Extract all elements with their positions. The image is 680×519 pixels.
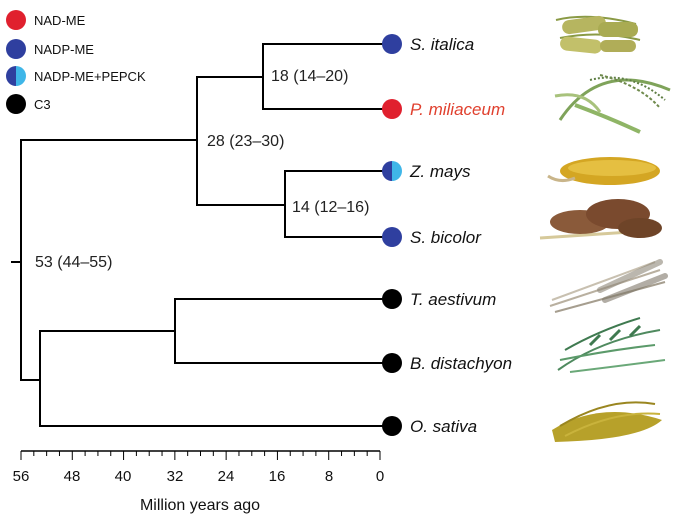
black-dot-icon (382, 416, 402, 436)
axis-tick-labels: 56 48 40 32 24 16 8 0 (13, 468, 385, 485)
legend-item-nadp-me: NADP-ME (6, 39, 94, 59)
half-blue-dot-icon (382, 161, 402, 181)
tick-label-24: 24 (218, 468, 235, 485)
axis-title: Million years ago (140, 497, 260, 514)
taxon-label-s-bicolor: S. bicolor (410, 228, 482, 247)
divergence-label-18: 18 (14–20) (271, 68, 348, 85)
axis-ticks (20, 451, 381, 460)
corn-cob-image (547, 157, 660, 185)
tick-label-56: 56 (13, 468, 30, 485)
tick-label-8: 8 (325, 468, 333, 485)
blue-dot-icon (382, 34, 402, 54)
taxon-label-z-mays: Z. mays (409, 162, 471, 181)
sorghum-panicle-image (539, 199, 662, 240)
taxon-label-p-miliaceum: P. miliaceum (410, 100, 505, 119)
legend-item-c3: C3 (6, 94, 51, 114)
black-dot-icon (382, 353, 402, 373)
foxtail-millet-panicle-image (555, 15, 641, 54)
tick-label-48: 48 (64, 468, 81, 485)
rice-bundle-image (552, 401, 662, 442)
red-dot-icon (382, 99, 402, 119)
tip-markers (382, 34, 402, 436)
blue-dot-icon (382, 227, 402, 247)
taxon-label-s-italica: S. italica (410, 35, 474, 54)
taxon-labels: S. italica P. miliaceum Z. mays S. bicol… (409, 35, 512, 436)
legend-item-nadp-me-pepck: NADP-ME+PEPCK (6, 66, 146, 86)
divergence-labels: 18 (14–20) 14 (12–16) 28 (23–30) 53 (44–… (35, 68, 369, 271)
taxon-label-t-aestivum: T. aestivum (410, 290, 496, 309)
black-dot-icon (6, 94, 26, 114)
wheat-ears-image (549, 259, 668, 313)
red-dot-icon (6, 10, 26, 30)
proso-millet-image (554, 74, 671, 134)
legend-item-nad-me: NAD-ME (6, 10, 86, 30)
legend-label: NADP-ME (34, 42, 94, 57)
divergence-label-28: 28 (23–30) (207, 133, 284, 150)
tick-label-32: 32 (167, 468, 184, 485)
taxon-label-b-distachyon: B. distachyon (410, 354, 512, 373)
brachypodium-image (557, 317, 666, 373)
tree-branches (11, 43, 393, 427)
tick-label-0: 0 (376, 468, 384, 485)
divergence-label-53: 53 (44–55) (35, 254, 112, 271)
time-axis: 56 48 40 32 24 16 8 0 Million years ago (13, 450, 385, 514)
blue-dot-icon (6, 39, 26, 59)
legend-label: NADP-ME+PEPCK (34, 69, 146, 84)
legend-label: C3 (34, 97, 51, 112)
legend: NAD-ME NADP-ME NADP-ME+PEPCK C3 (6, 10, 146, 114)
tick-label-16: 16 (269, 468, 286, 485)
legend-label: NAD-ME (34, 13, 86, 28)
black-dot-icon (382, 289, 402, 309)
taxon-label-o-sativa: O. sativa (410, 417, 477, 436)
half-blue-dot-icon (6, 66, 26, 86)
divergence-label-14: 14 (12–16) (292, 199, 369, 216)
tick-label-40: 40 (115, 468, 132, 485)
plant-images (539, 15, 671, 442)
